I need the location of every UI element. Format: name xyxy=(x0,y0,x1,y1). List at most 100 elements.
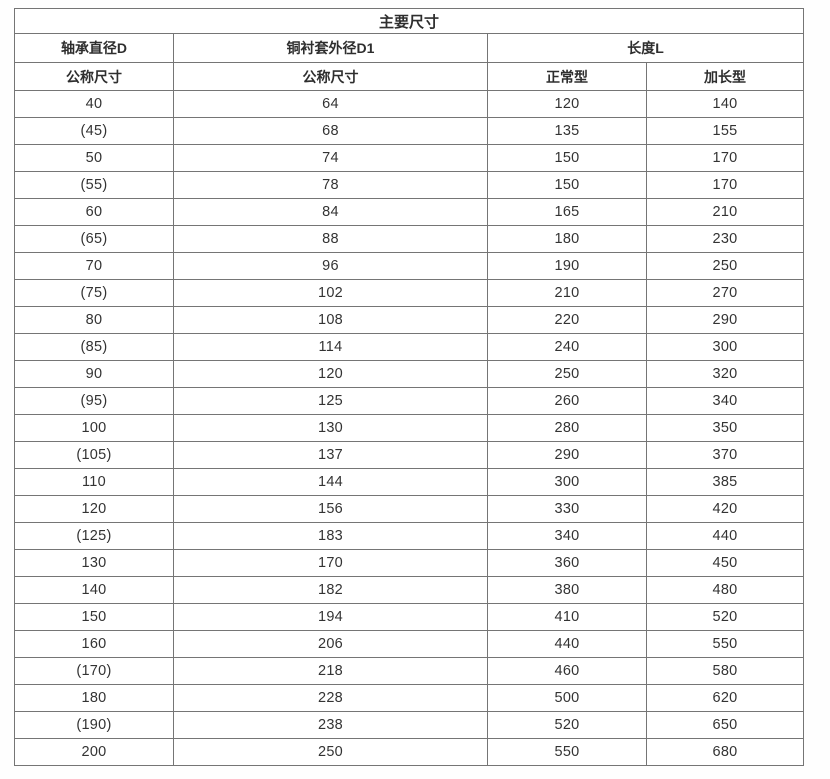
table-cell: 102 xyxy=(173,279,488,307)
table-cell: 250 xyxy=(173,738,488,766)
table-cell: 330 xyxy=(487,495,647,523)
table-row: (55) 78 150 170 xyxy=(14,171,805,199)
table-title-row: 主要尺寸 xyxy=(13,8,805,34)
header-length: 长度L xyxy=(486,33,805,63)
header-bushing-outer-diameter: 铜衬套外径D1 xyxy=(173,33,488,63)
table-row: 120 156 330 420 xyxy=(14,495,805,523)
table-cell: 520 xyxy=(487,711,647,739)
table-cell: 350 xyxy=(645,414,805,442)
dimension-table: 主要尺寸 轴承直径D 铜衬套外径D1 长度L 公称尺寸 公称尺寸 正常型 加长型… xyxy=(13,8,805,766)
table-cell: 218 xyxy=(173,657,488,685)
table-cell: 40 xyxy=(14,90,174,118)
table-cell: 135 xyxy=(487,117,647,145)
table-cell: 360 xyxy=(487,549,647,577)
table-row: 70 96 190 250 xyxy=(14,252,805,280)
table-cell: 130 xyxy=(14,549,174,577)
table-row: (190) 238 520 650 xyxy=(14,711,805,739)
table-cell: (95) xyxy=(14,387,174,415)
table-cell: 340 xyxy=(487,522,647,550)
table-cell: 88 xyxy=(173,225,488,253)
table-row: 200 250 550 680 xyxy=(14,738,805,766)
table-cell: 580 xyxy=(645,657,805,685)
table-title: 主要尺寸 xyxy=(13,8,805,34)
table-cell: 64 xyxy=(173,90,488,118)
table-row: (95) 125 260 340 xyxy=(14,387,805,415)
table-group-header-row: 轴承直径D 铜衬套外径D1 长度L xyxy=(14,33,805,63)
table-cell: 140 xyxy=(645,90,805,118)
table-row: (85) 114 240 300 xyxy=(14,333,805,361)
table-cell: (105) xyxy=(14,441,174,469)
table-cell: 550 xyxy=(487,738,647,766)
table-cell: 290 xyxy=(645,306,805,334)
table-row: 40 64 120 140 xyxy=(14,90,805,118)
subheader-extended-type: 加长型 xyxy=(645,62,805,91)
table-cell: (45) xyxy=(14,117,174,145)
table-cell: 320 xyxy=(645,360,805,388)
table-cell: (85) xyxy=(14,333,174,361)
table-cell: 260 xyxy=(487,387,647,415)
table-cell: 70 xyxy=(14,252,174,280)
table-cell: (75) xyxy=(14,279,174,307)
table-cell: 108 xyxy=(173,306,488,334)
table-cell: 250 xyxy=(487,360,647,388)
table-row: 140 182 380 480 xyxy=(14,576,805,604)
table-cell: 680 xyxy=(645,738,805,766)
table-cell: 90 xyxy=(14,360,174,388)
table-row: 160 206 440 550 xyxy=(14,630,805,658)
table-cell: 300 xyxy=(645,333,805,361)
table-cell: 125 xyxy=(173,387,488,415)
table-cell: 500 xyxy=(487,684,647,712)
table-cell: 420 xyxy=(645,495,805,523)
table-cell: 80 xyxy=(14,306,174,334)
table-cell: 84 xyxy=(173,198,488,226)
table-cell: 380 xyxy=(487,576,647,604)
table-row: 100 130 280 350 xyxy=(14,414,805,442)
table-cell: 120 xyxy=(173,360,488,388)
table-cell: 650 xyxy=(645,711,805,739)
table-row: 180 228 500 620 xyxy=(14,684,805,712)
table-cell: 620 xyxy=(645,684,805,712)
table-cell: 250 xyxy=(645,252,805,280)
table-row: 80 108 220 290 xyxy=(14,306,805,334)
table-cell: 180 xyxy=(14,684,174,712)
table-cell: 290 xyxy=(487,441,647,469)
table-cell: 160 xyxy=(14,630,174,658)
table-cell: 96 xyxy=(173,252,488,280)
table-cell: 228 xyxy=(173,684,488,712)
table-cell: 480 xyxy=(645,576,805,604)
table-cell: 238 xyxy=(173,711,488,739)
table-cell: 150 xyxy=(487,144,647,172)
table-cell: 370 xyxy=(645,441,805,469)
table-cell: 280 xyxy=(487,414,647,442)
table-cell: 68 xyxy=(173,117,488,145)
table-row: 130 170 360 450 xyxy=(14,549,805,577)
table-row: 50 74 150 170 xyxy=(14,144,805,172)
table-row: (65) 88 180 230 xyxy=(14,225,805,253)
table-cell: 340 xyxy=(645,387,805,415)
table-cell: 183 xyxy=(173,522,488,550)
table-cell: 206 xyxy=(173,630,488,658)
table-cell: 60 xyxy=(14,198,174,226)
subheader-nominal-size-d1: 公称尺寸 xyxy=(173,62,488,91)
table-row: (105) 137 290 370 xyxy=(14,441,805,469)
table-cell: 150 xyxy=(487,171,647,199)
table-body: 40 64 120 140 (45) 68 135 155 50 74 150 170 (55) 78 15… xyxy=(14,90,805,766)
table-cell: 300 xyxy=(487,468,647,496)
table-cell: 140 xyxy=(14,576,174,604)
table-cell: 385 xyxy=(645,468,805,496)
table-cell: 137 xyxy=(173,441,488,469)
table-row: 90 120 250 320 xyxy=(14,360,805,388)
table-row: 60 84 165 210 xyxy=(14,198,805,226)
table-cell: 144 xyxy=(173,468,488,496)
table-cell: 100 xyxy=(14,414,174,442)
table-cell: 170 xyxy=(645,171,805,199)
table-cell: (125) xyxy=(14,522,174,550)
table-cell: 155 xyxy=(645,117,805,145)
table-row: (125) 183 340 440 xyxy=(14,522,805,550)
table-cell: 110 xyxy=(14,468,174,496)
header-bearing-diameter: 轴承直径D xyxy=(14,33,174,63)
table-cell: 130 xyxy=(173,414,488,442)
table-row: (170) 218 460 580 xyxy=(14,657,805,685)
table-cell: 120 xyxy=(14,495,174,523)
